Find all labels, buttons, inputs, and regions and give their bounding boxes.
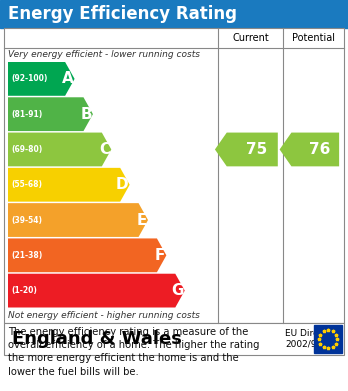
- Text: Potential: Potential: [292, 33, 335, 43]
- Bar: [0, 0, 348, 28]
- Text: 75: 75: [246, 142, 267, 157]
- Text: (21-38): (21-38): [11, 251, 42, 260]
- Bar: [4, 323, 344, 355]
- Bar: [4, 28, 344, 323]
- Text: Very energy efficient - lower running costs: Very energy efficient - lower running co…: [8, 50, 200, 59]
- Text: (55-68): (55-68): [11, 180, 42, 189]
- Polygon shape: [8, 274, 185, 307]
- Polygon shape: [8, 133, 111, 166]
- Text: C: C: [99, 142, 110, 157]
- Text: (1-20): (1-20): [11, 286, 37, 295]
- Text: England & Wales: England & Wales: [12, 330, 182, 348]
- Text: A: A: [62, 72, 73, 86]
- Bar: [314, 325, 342, 353]
- Polygon shape: [279, 133, 339, 166]
- Text: 76: 76: [309, 142, 330, 157]
- Text: EU Directive: EU Directive: [285, 330, 341, 339]
- Text: (81-91): (81-91): [11, 110, 42, 119]
- Text: Not energy efficient - higher running costs: Not energy efficient - higher running co…: [8, 311, 200, 320]
- Text: The energy efficiency rating is a measure of the
overall efficiency of a home. T: The energy efficiency rating is a measur…: [8, 327, 260, 377]
- Text: (39-54): (39-54): [11, 215, 42, 224]
- Polygon shape: [8, 97, 93, 131]
- Text: F: F: [155, 248, 165, 263]
- Polygon shape: [8, 168, 130, 202]
- Text: D: D: [116, 177, 129, 192]
- Text: (92-100): (92-100): [11, 74, 47, 83]
- Text: Current: Current: [232, 33, 269, 43]
- Polygon shape: [8, 62, 74, 96]
- Text: B: B: [80, 107, 92, 122]
- Text: 2002/91/EC: 2002/91/EC: [285, 339, 337, 348]
- Text: G: G: [171, 283, 184, 298]
- Polygon shape: [215, 133, 278, 166]
- Polygon shape: [8, 239, 166, 272]
- Text: Energy Efficiency Rating: Energy Efficiency Rating: [8, 5, 237, 23]
- Text: E: E: [137, 213, 147, 228]
- Text: (69-80): (69-80): [11, 145, 42, 154]
- Polygon shape: [8, 203, 148, 237]
